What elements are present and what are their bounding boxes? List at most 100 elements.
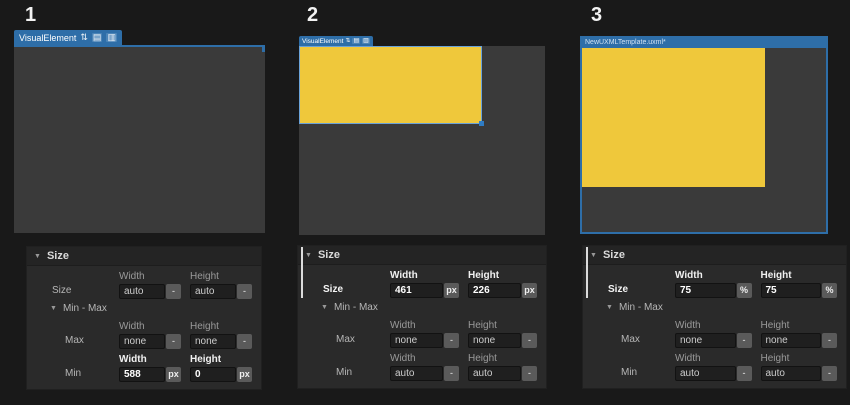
size-section-title: Size [46, 250, 69, 262]
visual-element-tab-2[interactable]: VisualElement ⇅ ▤ ▥ [299, 36, 373, 46]
height-col-header: Height [468, 320, 497, 331]
minmax-label: Min - Max [333, 302, 378, 313]
height-col-header: Height [760, 320, 790, 331]
size-height-field[interactable]: 226 px [468, 283, 537, 298]
min-height-input[interactable]: auto [468, 366, 521, 381]
visual-element-rect[interactable] [582, 48, 765, 187]
minmax-foldout[interactable]: ▼ Min - Max [36, 301, 252, 316]
size-height-unit-dropdown[interactable]: - [237, 284, 252, 299]
min-width-field[interactable]: auto - [390, 366, 459, 381]
size-width-unit-dropdown[interactable]: - [166, 284, 181, 299]
minmax-label: Min - Max [62, 303, 107, 314]
min-width-field[interactable]: auto - [675, 366, 752, 381]
min-width-input[interactable]: 588 [119, 367, 165, 382]
override-indicator-bar [586, 247, 588, 298]
sort-order-icon[interactable]: ⇅ [345, 38, 351, 44]
max-width-input[interactable]: none [390, 333, 443, 348]
canvas-document-header[interactable]: NewUXMLTemplate.uxml* [582, 38, 826, 48]
size-width-unit-dropdown[interactable]: % [736, 283, 752, 298]
minmax-foldout[interactable]: ▼ Min - Max [307, 300, 537, 315]
height-col-header: Height [468, 353, 497, 364]
min-width-unit-dropdown[interactable]: px [166, 367, 181, 382]
max-row-label: Max [621, 334, 640, 345]
canvas-viewport-3[interactable]: NewUXMLTemplate.uxml* [580, 36, 828, 234]
size-height-input[interactable]: 75 [760, 283, 821, 298]
max-height-unit-dropdown[interactable]: - [237, 334, 252, 349]
size-height-unit-dropdown[interactable]: px [522, 283, 537, 298]
minmax-foldout[interactable]: ▼ Min - Max [592, 300, 837, 315]
min-width-unit-dropdown[interactable]: - [736, 366, 752, 381]
min-height-input[interactable]: 0 [190, 367, 236, 382]
visual-element-rect[interactable] [299, 46, 482, 124]
panel-1-number: 1 [25, 4, 37, 26]
min-width-unit-dropdown[interactable]: - [444, 366, 459, 381]
size-section-foldout[interactable]: ▼ Size [583, 246, 846, 265]
height-col-header: Height [190, 321, 219, 332]
menu-icon[interactable]: ▤ [91, 32, 103, 42]
override-indicator-bar [301, 247, 303, 298]
size-width-input[interactable]: auto [119, 284, 165, 299]
visual-element-tab-1[interactable]: VisualElement ⇅ ▤ ▥ [14, 30, 122, 45]
max-width-unit-dropdown[interactable]: - [736, 333, 752, 348]
size-width-field[interactable]: 461 px [390, 283, 459, 298]
foldout-arrow-icon: ▼ [590, 251, 597, 259]
size-height-input[interactable]: 226 [468, 283, 521, 298]
max-width-unit-dropdown[interactable]: - [444, 333, 459, 348]
size-height-input[interactable]: auto [190, 284, 236, 299]
min-height-unit-dropdown[interactable]: px [237, 367, 252, 382]
size-section-foldout[interactable]: ▼ Size [27, 247, 261, 266]
size-width-field[interactable]: 75 % [675, 283, 752, 298]
min-height-unit-dropdown[interactable]: - [822, 366, 837, 381]
sort-order-icon[interactable]: ⇅ [80, 32, 88, 42]
max-width-input[interactable]: none [119, 334, 165, 349]
max-height-field[interactable]: none - [190, 334, 252, 349]
min-row-label: Min [336, 367, 353, 378]
min-height-field[interactable]: auto - [760, 366, 837, 381]
max-height-input[interactable]: none [760, 333, 821, 348]
width-col-header: Width [675, 270, 703, 281]
min-height-field[interactable]: auto - [468, 366, 537, 381]
max-height-input[interactable]: none [190, 334, 236, 349]
min-row-label: Min [621, 367, 638, 378]
height-col-header: Height [468, 270, 500, 281]
size-width-input[interactable]: 461 [390, 283, 443, 298]
size-width-field[interactable]: auto - [119, 284, 181, 299]
foldout-arrow-icon: ▼ [305, 251, 312, 259]
size-width-input[interactable]: 75 [675, 283, 736, 298]
max-width-field[interactable]: none - [119, 334, 181, 349]
size-height-field[interactable]: auto - [190, 284, 252, 299]
size-height-field[interactable]: 75 % [760, 283, 837, 298]
size-width-unit-dropdown[interactable]: px [444, 283, 459, 298]
max-width-unit-dropdown[interactable]: - [166, 334, 181, 349]
width-col-header: Width [675, 353, 701, 364]
min-height-input[interactable]: auto [760, 366, 821, 381]
document-title: NewUXMLTemplate.uxml* [585, 39, 666, 46]
trash-icon[interactable]: ▥ [362, 38, 370, 44]
max-row-label: Max [336, 334, 355, 345]
max-height-field[interactable]: none - [468, 333, 537, 348]
foldout-arrow-icon: ▼ [606, 304, 613, 311]
max-height-unit-dropdown[interactable]: - [522, 333, 537, 348]
max-height-input[interactable]: none [468, 333, 521, 348]
resize-handle[interactable] [479, 121, 484, 126]
menu-icon[interactable]: ▤ [352, 38, 361, 44]
size-height-unit-dropdown[interactable]: % [822, 283, 837, 298]
min-height-unit-dropdown[interactable]: - [522, 366, 537, 381]
trash-icon[interactable]: ▥ [106, 32, 117, 42]
max-width-input[interactable]: none [675, 333, 736, 348]
max-width-field[interactable]: none - [390, 333, 459, 348]
max-height-field[interactable]: none - [760, 333, 837, 348]
max-row-label: Max [65, 335, 84, 346]
size-inspector-3: ▼ Size Width Height Size 75 % 75 % ▼ Min… [582, 245, 847, 389]
max-height-unit-dropdown[interactable]: - [822, 333, 837, 348]
min-width-input[interactable]: auto [675, 366, 736, 381]
width-col-header: Width [119, 271, 145, 282]
canvas-viewport-1[interactable] [14, 45, 265, 233]
max-width-field[interactable]: none - [675, 333, 752, 348]
min-width-field[interactable]: 588 px [119, 367, 181, 382]
min-width-input[interactable]: auto [390, 366, 443, 381]
min-height-field[interactable]: 0 px [190, 367, 252, 382]
foldout-arrow-icon: ▼ [321, 304, 328, 311]
size-section-foldout[interactable]: ▼ Size [298, 246, 546, 265]
